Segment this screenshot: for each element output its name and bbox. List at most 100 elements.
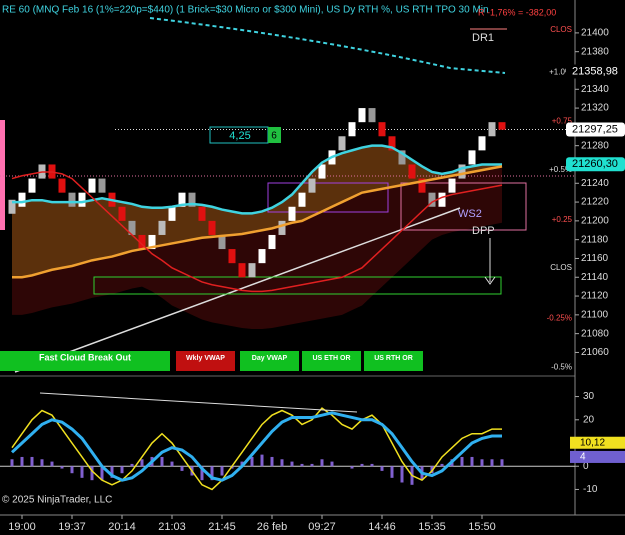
y-tick-label: 21320 — [581, 103, 609, 114]
zone-box — [93, 276, 502, 295]
histogram-bar — [400, 466, 404, 483]
brick — [348, 122, 356, 137]
button-label[interactable]: US ETH OR — [312, 355, 350, 362]
histogram-bar — [380, 466, 384, 471]
button[interactable] — [364, 351, 423, 371]
histogram-bar — [80, 466, 84, 478]
brick — [208, 220, 216, 235]
result-label: R -1,76% = -382,00 — [478, 7, 556, 17]
histogram-bar — [250, 456, 254, 467]
histogram-bar — [320, 459, 324, 467]
brick — [408, 164, 416, 179]
level-label: -0.25% — [547, 314, 572, 323]
button-label[interactable]: US RTH OR — [374, 355, 413, 362]
level-label: CLOS — [550, 263, 572, 272]
histogram-bar — [370, 463, 374, 467]
y-tick-label: 21180 — [581, 234, 609, 245]
button[interactable] — [240, 351, 299, 371]
info-value: 4,25 — [229, 130, 250, 142]
button-label[interactable]: Day VWAP — [252, 355, 288, 362]
zone-box — [267, 182, 389, 213]
histogram-bar — [500, 459, 504, 467]
level-label: CLOS — [550, 25, 572, 34]
annotation: DR1 — [472, 32, 494, 44]
copyright: © 2025 NinjaTrader, LLC — [2, 495, 112, 506]
histogram-bar — [280, 459, 284, 467]
level-label: +0.25 — [552, 215, 573, 224]
histogram-bar — [130, 463, 134, 467]
brick — [158, 220, 166, 235]
brick — [428, 192, 436, 207]
brick — [388, 136, 396, 151]
level-label: +1.0% — [549, 67, 572, 76]
y-tick-label: 21280 — [581, 140, 609, 151]
brick — [288, 206, 296, 221]
histogram-bar — [30, 456, 34, 467]
histogram-bar — [360, 463, 364, 467]
price-tag-label: 21260,30 — [572, 158, 618, 170]
x-tick-label: 21:45 — [208, 521, 236, 533]
cloud-fill — [12, 145, 502, 278]
histogram-bar — [480, 459, 484, 467]
osc-tag-label: 10,12 — [580, 437, 605, 448]
oscillator-line — [11, 407, 502, 491]
brick — [258, 249, 266, 264]
y-tick-label: 0 — [583, 461, 589, 472]
brick — [448, 178, 456, 193]
brick — [358, 108, 366, 123]
histogram-bar — [300, 463, 304, 467]
histogram-bar — [140, 459, 144, 467]
y-tick-label: 21400 — [581, 28, 609, 39]
histogram-bar — [180, 466, 184, 471]
histogram-bar — [470, 456, 474, 467]
button[interactable] — [176, 351, 235, 371]
brick — [478, 136, 486, 151]
osc-tag — [570, 436, 625, 449]
histogram-bar — [240, 461, 244, 467]
histogram-bar — [220, 466, 224, 476]
histogram-bar — [110, 466, 114, 478]
button-label[interactable]: Fast Cloud Break Out — [39, 352, 131, 362]
y-tick-label: 21160 — [581, 253, 609, 264]
y-tick-label: 21100 — [581, 309, 609, 320]
brick — [98, 178, 106, 193]
brick — [398, 150, 406, 165]
x-tick-label: 19:00 — [8, 521, 36, 533]
brick — [58, 178, 66, 193]
brick — [178, 192, 186, 207]
brick — [418, 178, 426, 193]
button-label[interactable]: Wkly VWAP — [186, 355, 225, 362]
chart-title: RE 60 (MNQ Feb 16 (1%=220p=$440) (1 Bric… — [2, 5, 489, 16]
brick — [148, 234, 156, 250]
y-tick-label: 21060 — [581, 347, 609, 358]
brick — [308, 178, 316, 193]
arrow — [484, 238, 496, 285]
price-tag — [566, 157, 625, 172]
histogram-bar — [290, 461, 294, 467]
edge-marker — [0, 120, 5, 230]
brick — [128, 220, 136, 235]
brick — [28, 178, 36, 193]
button[interactable] — [0, 351, 170, 371]
histogram-bar — [490, 459, 494, 467]
button[interactable] — [302, 351, 361, 371]
brick — [18, 192, 26, 207]
histogram-bar — [60, 466, 64, 469]
brick — [318, 164, 326, 179]
y-tick-label: 21380 — [581, 46, 609, 57]
histogram-bar — [40, 459, 44, 467]
brick — [368, 108, 376, 123]
info-badge — [268, 127, 281, 143]
histogram-bar — [210, 466, 214, 481]
price-tag — [566, 64, 625, 79]
brick — [248, 263, 256, 278]
histogram-bar — [160, 456, 164, 467]
y-tick-label: -10 — [583, 484, 598, 495]
brick — [168, 206, 176, 221]
info-count: 6 — [271, 131, 277, 142]
brick — [218, 234, 226, 250]
brick — [468, 150, 476, 165]
level-label: -0.5% — [551, 363, 572, 372]
x-tick-label: 19:37 — [58, 521, 86, 533]
y-tick-label: 21200 — [581, 216, 609, 227]
